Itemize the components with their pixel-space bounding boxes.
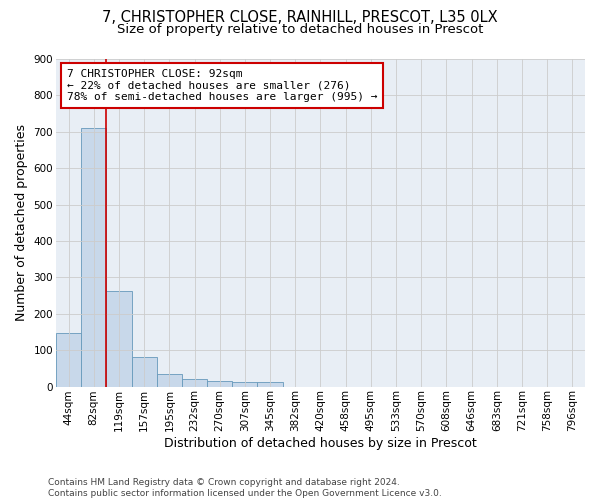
Text: Size of property relative to detached houses in Prescot: Size of property relative to detached ho…	[117, 22, 483, 36]
Bar	[257, 382, 283, 386]
Text: Contains HM Land Registry data © Crown copyright and database right 2024.
Contai: Contains HM Land Registry data © Crown c…	[48, 478, 442, 498]
Y-axis label: Number of detached properties: Number of detached properties	[15, 124, 28, 322]
Bar	[106, 291, 131, 386]
Bar	[182, 378, 207, 386]
Bar	[81, 128, 106, 386]
Text: 7 CHRISTOPHER CLOSE: 92sqm
← 22% of detached houses are smaller (276)
78% of sem: 7 CHRISTOPHER CLOSE: 92sqm ← 22% of deta…	[67, 69, 377, 102]
Bar	[56, 332, 81, 386]
Bar	[207, 382, 232, 386]
Bar	[232, 382, 257, 386]
Text: 7, CHRISTOPHER CLOSE, RAINHILL, PRESCOT, L35 0LX: 7, CHRISTOPHER CLOSE, RAINHILL, PRESCOT,…	[102, 10, 498, 25]
Bar	[157, 374, 182, 386]
X-axis label: Distribution of detached houses by size in Prescot: Distribution of detached houses by size …	[164, 437, 477, 450]
Bar	[131, 356, 157, 386]
